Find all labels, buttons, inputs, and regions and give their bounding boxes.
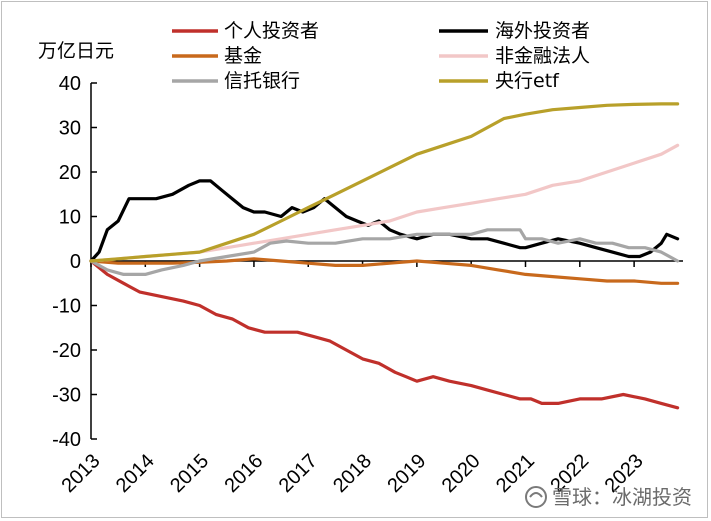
y-tick-label: -30 [52, 385, 81, 407]
x-tick-label: 2020 [438, 450, 485, 497]
x-tick-label: 2014 [112, 450, 159, 497]
snowball-logo-icon [525, 486, 547, 508]
legend-label: 非金融法人 [495, 45, 590, 67]
series-line [89, 257, 680, 285]
legend-item: 信托银行 [172, 70, 300, 92]
series-line [89, 143, 680, 263]
unit-label: 万亿日元 [38, 40, 114, 62]
watermark-text: 雪球：冰湖投资 [552, 485, 692, 509]
y-tick-label: 20 [59, 162, 81, 184]
x-tick-label: 2015 [166, 450, 213, 497]
legend-item: 央行etf [439, 70, 560, 92]
legend-label: 央行etf [495, 70, 560, 92]
y-tick-label: 10 [59, 207, 81, 229]
legend-item: 海外投资者 [439, 20, 590, 42]
x-tick-label: 2017 [275, 450, 322, 497]
x-tick-label: 2019 [383, 450, 430, 497]
legend-item: 个人投资者 [172, 20, 319, 42]
legend-label: 海外投资者 [495, 20, 590, 42]
series-line [89, 179, 680, 263]
y-tick-label: 0 [70, 251, 81, 273]
x-tick-label: 2021 [492, 450, 539, 497]
legend-item: 基金 [172, 45, 262, 67]
x-tick-label: 2018 [329, 450, 376, 497]
series-group [89, 102, 680, 410]
y-tick-label: -40 [52, 429, 81, 451]
series-line [89, 228, 680, 276]
legend-label: 信托银行 [224, 70, 300, 92]
legend-item: 非金融法人 [439, 45, 590, 67]
series-line [89, 102, 680, 263]
y-tick-label: -20 [52, 340, 81, 362]
y-tick-label: 30 [59, 118, 81, 140]
legend-label: 基金 [224, 45, 262, 67]
y-tick-label: 40 [59, 73, 81, 95]
legend-label: 个人投资者 [224, 20, 319, 42]
x-tick-label: 2016 [220, 450, 267, 497]
series-line [89, 259, 680, 410]
watermark: 雪球：冰湖投资 [525, 485, 692, 509]
y-tick-label: -10 [52, 296, 81, 318]
x-tick-label: 2013 [58, 450, 105, 497]
